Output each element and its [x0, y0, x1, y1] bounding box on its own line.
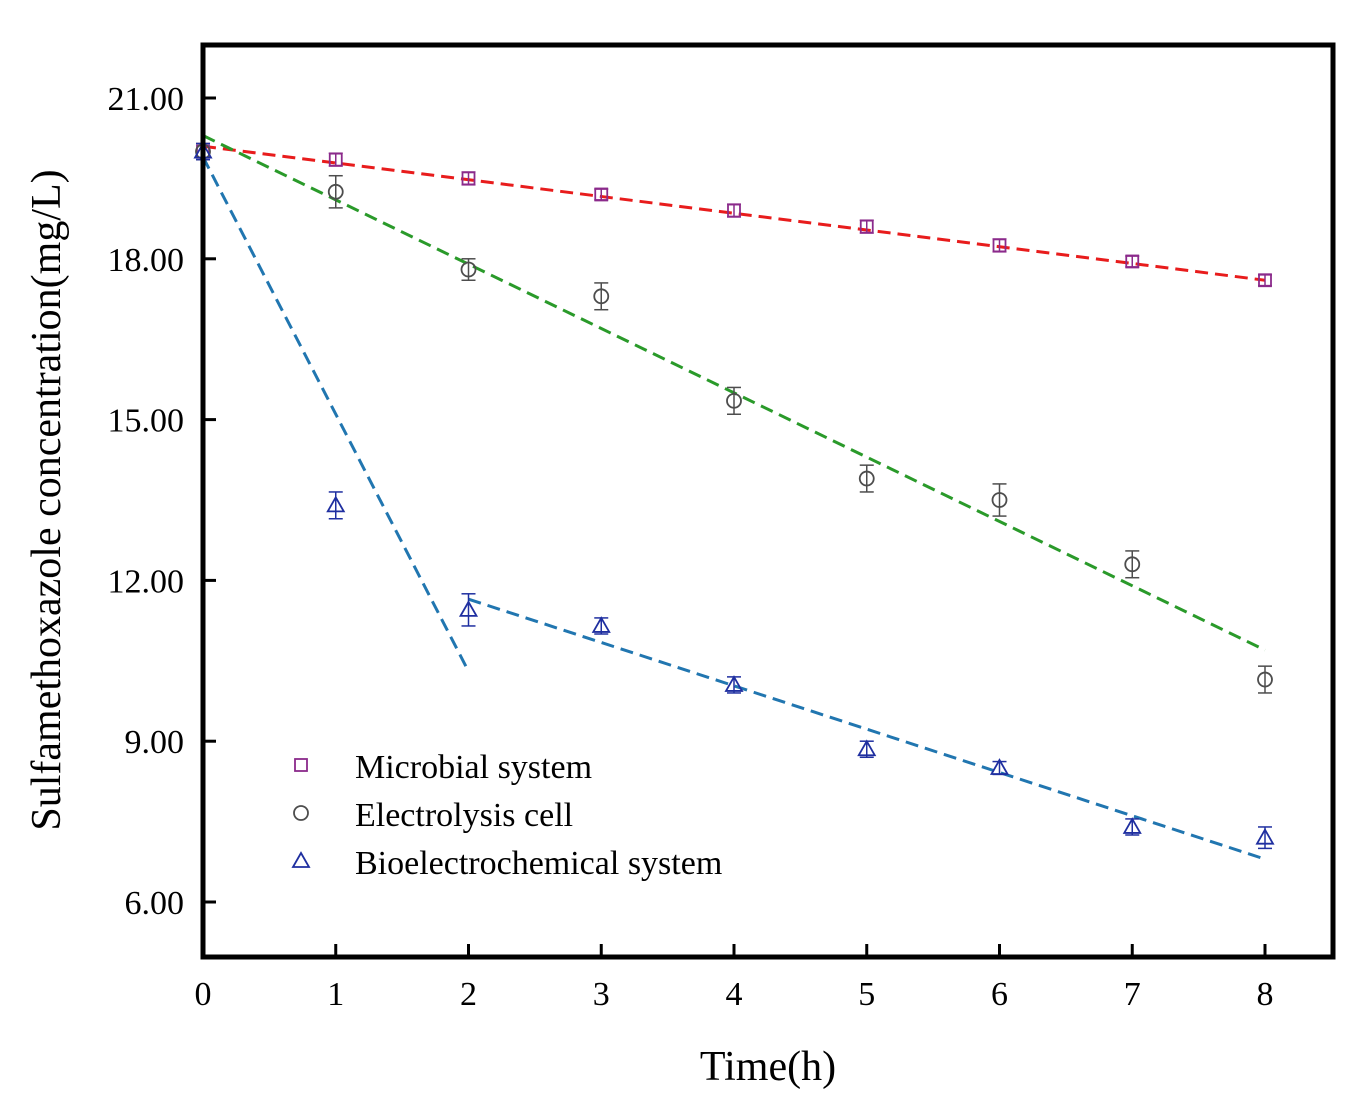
x-tick-label: 7 — [1124, 976, 1141, 1013]
electrolysis-cell-point — [726, 392, 742, 409]
electrolysis-cell-point — [991, 492, 1008, 508]
x-tick-label: 8 — [1257, 976, 1274, 1013]
bioelectrochemical-system-point — [591, 616, 611, 633]
electrolysis-cell-point — [593, 288, 610, 305]
legend-label-electrolysis-cell: Electrolysis cell — [355, 797, 573, 834]
bioelectrochemical-system-point — [724, 675, 744, 692]
legend-label-microbial-system: Microbial system — [355, 749, 592, 786]
y-axis-title: Sulfamethoxazole concentration(mg/L) — [24, 169, 70, 830]
bioelectrochemical-system-fit-line — [201, 156, 468, 667]
x-tick-label: 6 — [991, 976, 1008, 1013]
plot-frame — [200, 42, 1336, 960]
microbial-system-fit-line — [202, 144, 1266, 282]
legend-marker-bioelectrochemical-system — [291, 851, 311, 868]
y-tick-label: 6.00 — [125, 885, 185, 922]
axis-ticks: 0 1 2 3 4 5 6 7 8 6.00 9.00 12.00 15.00 18.00 21.00 — [108, 81, 1274, 1013]
microbial-system-point — [859, 219, 874, 234]
x-tick-label: 3 — [593, 976, 610, 1013]
legend-marker-microbial-system — [294, 758, 308, 772]
electrolysis-cell-point — [858, 470, 875, 487]
x-tick-label: 4 — [726, 976, 743, 1013]
legend-marker-electrolysis-cell — [293, 805, 309, 821]
electrolysis-cell-point — [327, 183, 344, 200]
microbial-system-point — [992, 238, 1007, 253]
microbial-system-point — [1125, 254, 1140, 269]
microbial-system-point — [594, 187, 609, 202]
x-tick-label: 5 — [858, 976, 875, 1013]
electrolysis-cell-point — [1124, 556, 1141, 573]
y-tick-label: 15.00 — [108, 403, 185, 440]
x-tick-label: 2 — [460, 976, 477, 1013]
legend: Microbial system Electrolysis cell Bioelec… — [291, 749, 722, 882]
y-tick-label: 21.00 — [108, 81, 185, 118]
legend-label-bioelectrochemical-system: Bioelectrochemical system — [355, 845, 722, 882]
electrolysis-cell-series — [195, 142, 1273, 694]
microbial-system-point — [1258, 273, 1272, 288]
microbial-system-series — [196, 142, 1272, 288]
microbial-system-point — [328, 152, 343, 167]
bioelectrochemical-system-point — [326, 495, 346, 513]
bioelectrochemical-system-point — [458, 600, 479, 617]
bioelectrochemical-system-series — [193, 141, 1275, 850]
bioelectrochemical-system-point — [857, 739, 877, 757]
electrolysis-cell-point — [460, 261, 477, 278]
y-tick-label: 18.00 — [108, 242, 185, 279]
x-tick-label: 1 — [327, 976, 344, 1013]
bioelectrochemical-system-point — [1255, 827, 1275, 845]
bioelectrochemical-system-point — [1122, 817, 1142, 834]
microbial-system-point — [461, 171, 476, 186]
electrolysis-cell-point — [1257, 671, 1273, 688]
bioelectrochemical-system-point — [989, 758, 1010, 775]
y-tick-label: 12.00 — [108, 563, 185, 600]
microbial-system-point — [727, 203, 741, 218]
bioelectrochemical-system-fit-line — [468, 597, 1266, 861]
y-tick-label: 9.00 — [125, 724, 185, 761]
data-series — [193, 141, 1275, 850]
x-tick-label: 0 — [195, 976, 212, 1013]
x-axis-title: Time(h) — [700, 1044, 836, 1090]
